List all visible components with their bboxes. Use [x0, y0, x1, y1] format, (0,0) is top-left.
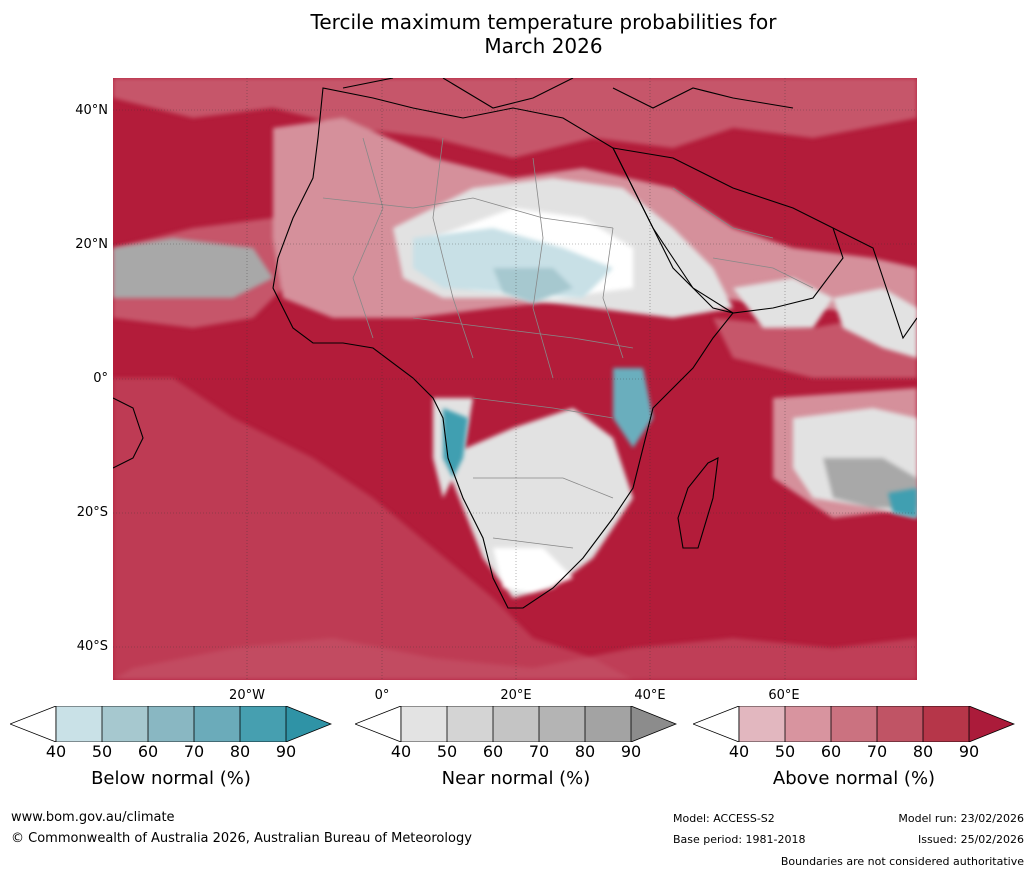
below-normal-areas: [413, 228, 917, 518]
lon-label-0: 0°: [374, 688, 390, 703]
colorbar-above-swatch-1: [739, 706, 785, 742]
lon-label-20w: 20°W: [229, 688, 265, 703]
tick: 90: [958, 742, 980, 761]
colorbar-below: [10, 706, 332, 742]
lat-label-0: 0°: [93, 371, 108, 386]
colorbar-near: [355, 706, 677, 742]
lat-label-40s: 40°S: [76, 639, 108, 654]
colorbar-above-min-extend: [693, 706, 740, 742]
colorbar-near-max-extend: [631, 706, 676, 742]
lat-label-20s: 20°S: [76, 505, 108, 520]
model-text: Model: ACCESS-S2: [673, 812, 775, 825]
tick: 70: [528, 742, 550, 761]
lon-label-60e: 60°E: [768, 688, 800, 703]
lat-label-20n: 20°N: [75, 237, 108, 252]
tick: 50: [91, 742, 113, 761]
title-line-1: Tercile maximum temperature probabilitie…: [310, 10, 777, 34]
lon-label-40e: 40°E: [634, 688, 666, 703]
tick: 80: [574, 742, 596, 761]
colorbar-above-swatch-4: [877, 706, 923, 742]
tick: 60: [482, 742, 504, 761]
model-run-text: Model run: 23/02/2026: [898, 812, 1024, 825]
title-line-2: March 2026: [484, 34, 603, 58]
colorbar-below-swatch-5: [240, 706, 286, 742]
issued-text: Issued: 25/02/2026: [917, 833, 1024, 846]
colorbar-near-swatch-1: [401, 706, 447, 742]
tick: 60: [820, 742, 842, 761]
tick: 40: [45, 742, 67, 761]
colorbar-below-title: Below normal (%): [91, 768, 251, 789]
tick: 40: [390, 742, 412, 761]
colorbar-below-max-extend: [286, 706, 331, 742]
colorbar-near-swatch-4: [539, 706, 585, 742]
tick: 50: [774, 742, 796, 761]
colorbar-above-max-extend: [969, 706, 1014, 742]
colorbar-above-swatch-5: [923, 706, 969, 742]
colorbar-above: [693, 706, 1015, 742]
tick: 60: [137, 742, 159, 761]
tick: 80: [229, 742, 251, 761]
lon-label-20e: 20°E: [500, 688, 532, 703]
website-link[interactable]: www.bom.gov.au/climate: [11, 810, 175, 825]
tick: 40: [728, 742, 750, 761]
colorbar-near-swatch-3: [493, 706, 539, 742]
colorbar-near-swatch-5: [585, 706, 631, 742]
tick: 70: [183, 742, 205, 761]
colorbar-near-swatch-2: [447, 706, 493, 742]
tick: 50: [436, 742, 458, 761]
colorbar-below-swatch-4: [194, 706, 240, 742]
copyright-text: © Commonwealth of Australia 2026, Austra…: [11, 831, 472, 846]
disclaimer-text: Boundaries are not considered authoritat…: [780, 855, 1024, 868]
colorbar-below-swatch-3: [148, 706, 194, 742]
base-period-text: Base period: 1981-2018: [673, 833, 806, 846]
lat-label-40n: 40°N: [75, 103, 108, 118]
coastlines: [113, 78, 917, 609]
colorbar-near-min-extend: [355, 706, 402, 742]
tick: 90: [275, 742, 297, 761]
colorbar-near-title: Near normal (%): [441, 768, 591, 789]
colorbar-above-title: Above normal (%): [772, 768, 936, 789]
colorbar-below-min-extend: [10, 706, 57, 742]
colorbar-above-swatch-2: [785, 706, 831, 742]
chart-title: Tercile maximum temperature probabilitie…: [0, 10, 1035, 58]
country-borders: [322, 137, 814, 549]
colorbar-below-swatch-2: [102, 706, 148, 742]
tick: 80: [912, 742, 934, 761]
graticule: [113, 78, 917, 680]
tick: 70: [866, 742, 888, 761]
probability-map: [113, 78, 917, 680]
tick: 90: [620, 742, 642, 761]
colorbar-above-swatch-3: [831, 706, 877, 742]
colorbar-below-swatch-1: [56, 706, 102, 742]
